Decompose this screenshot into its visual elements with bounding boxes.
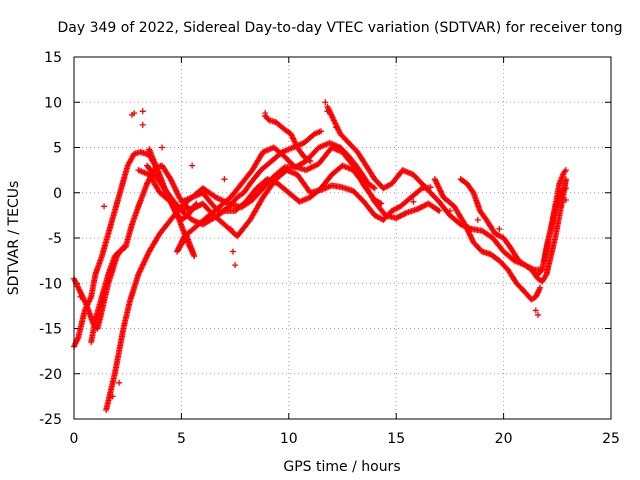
data-point [562,167,569,174]
data-point [402,210,409,217]
y-tick-label: -15 [39,322,62,338]
outlier-point [77,293,84,300]
y-tick-label: 15 [44,50,62,66]
data-point [562,185,569,192]
y-tick-label: 10 [44,95,62,111]
outlier-point [199,219,206,226]
series-track-14 [541,185,569,264]
data-point [427,184,434,191]
series-track-8 [178,128,325,216]
x-tick-label: 10 [280,431,298,447]
data-point [318,128,325,135]
series-track-12 [457,176,569,285]
series-track-3 [71,244,127,332]
data-point [436,207,443,214]
outlier-point [257,185,264,192]
outlier-point [534,311,541,318]
y-tick-labels: -25 -20 -15 -10 -5 0 5 10 15 [39,50,62,428]
data-point [307,158,314,165]
outlier-point [229,248,236,255]
x-tick-label: 0 [70,431,79,447]
outlier-point [562,196,569,203]
series-track-2 [88,162,200,346]
y-tick-label: -5 [48,231,62,247]
outlier-point [532,307,539,314]
outlier-point [262,110,269,117]
outlier-point [232,262,239,269]
outlier-point [376,201,383,208]
data-point [370,184,377,191]
y-tick-label: -25 [39,412,62,428]
y-tick-label: -10 [39,276,62,292]
outlier-point [101,203,108,210]
outlier-point [227,225,234,232]
data-point [434,206,441,213]
outlier-point [496,225,503,232]
series-track-11 [431,176,544,303]
x-tick-label: 20 [495,431,513,447]
data-point [119,245,126,252]
outlier-point [116,379,123,386]
outlier-point [139,108,146,115]
outlier-point [189,162,196,169]
x-tick-label: 25 [602,431,620,447]
x-tick-label: 15 [387,431,405,447]
y-tick-label: 5 [53,141,62,157]
x-axis-label: GPS time / hours [283,459,400,475]
x-tick-labels: 0 5 10 15 20 25 [70,431,620,447]
outlier-point [333,124,340,131]
y-axis-label: SDTVAR / TECUs [6,181,22,296]
outlier-point [94,311,101,318]
data-point [371,185,378,192]
outlier-point [139,121,146,128]
outlier-point [221,176,228,183]
data-point [417,186,424,193]
outlier-point [322,99,329,106]
data-points [71,99,569,413]
outlier-point [109,393,116,400]
y-tick-label: 0 [53,186,62,202]
outlier-point [474,216,481,223]
outlier-point [410,198,417,205]
outlier-point [159,144,166,151]
data-point [537,284,544,291]
y-tick-label: -20 [39,367,62,383]
data-point [120,244,127,251]
outlier-point [446,207,453,214]
outlier-point [131,110,138,117]
data-point [305,157,312,164]
outlier-point [324,108,331,115]
outlier-point [264,115,271,122]
chart-title: Day 349 of 2022, Sidereal Day-to-day VTE… [57,20,622,36]
x-tick-label: 5 [177,431,186,447]
plot-frame [73,56,612,420]
